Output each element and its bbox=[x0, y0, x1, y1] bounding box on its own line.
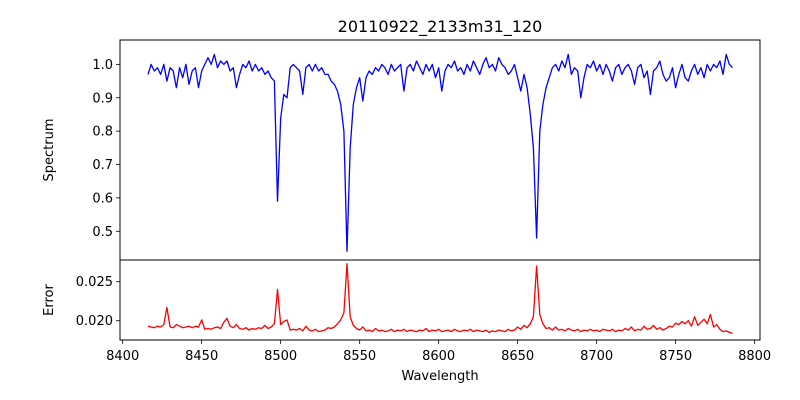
spectrum-ytick-label: 0.8 bbox=[92, 125, 113, 140]
y-axis-label-error: Error bbox=[42, 284, 57, 316]
xtick-label: 8600 bbox=[422, 349, 455, 364]
xtick-label: 8650 bbox=[501, 349, 534, 364]
spectrum-ytick-label: 0.9 bbox=[92, 91, 113, 106]
error-ytick-label: 0.020 bbox=[76, 314, 113, 329]
y-axis-label-spectrum: Spectrum bbox=[42, 119, 57, 182]
error-series-line bbox=[147, 263, 733, 334]
spectrum-ytick-label: 0.6 bbox=[92, 191, 113, 206]
xtick-label: 8750 bbox=[659, 349, 692, 364]
spectrum-ytick-label: 0.5 bbox=[92, 225, 113, 240]
spectrum-ytick-label: 1.0 bbox=[92, 58, 113, 73]
xtick-label: 8800 bbox=[738, 349, 771, 364]
error-ytick-label: 0.025 bbox=[76, 275, 113, 290]
spectrum-ytick-label: 0.7 bbox=[92, 158, 113, 173]
xtick-label: 8550 bbox=[343, 349, 376, 364]
chart-title: 20110922_2133m31_120 bbox=[338, 17, 543, 37]
xtick-label: 8450 bbox=[185, 349, 218, 364]
xtick-label: 8500 bbox=[264, 349, 297, 364]
spectrum-series-line bbox=[147, 53, 733, 252]
xtick-label: 8400 bbox=[106, 349, 139, 364]
xtick-label: 8700 bbox=[580, 349, 613, 364]
x-axis-label: Wavelength bbox=[401, 369, 478, 384]
error-axes-frame bbox=[119, 259, 761, 341]
